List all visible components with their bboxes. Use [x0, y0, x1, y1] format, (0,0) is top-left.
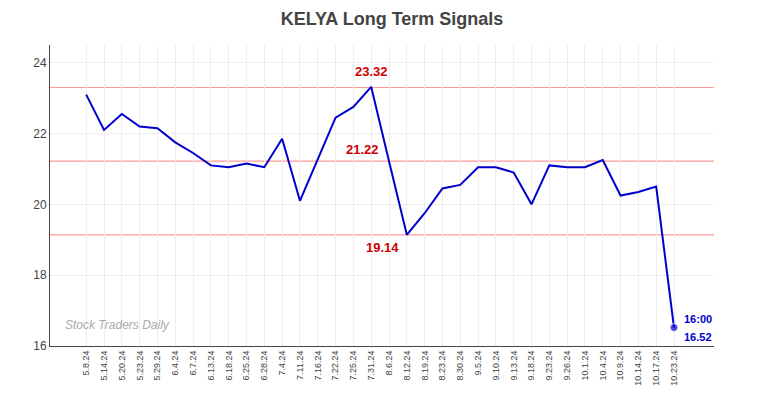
- svg-text:24: 24: [33, 56, 47, 70]
- svg-text:5.14.24: 5.14.24: [99, 351, 109, 381]
- svg-text:21.22: 21.22: [346, 142, 379, 157]
- svg-text:16.52: 16.52: [684, 331, 712, 343]
- svg-text:10.14.24: 10.14.24: [633, 351, 643, 386]
- svg-text:8.23.24: 8.23.24: [437, 351, 447, 381]
- svg-text:23.32: 23.32: [355, 64, 388, 79]
- svg-text:10.23.24: 10.23.24: [669, 351, 679, 386]
- svg-text:6.4.24: 6.4.24: [170, 351, 180, 376]
- svg-text:7.11.24: 7.11.24: [295, 351, 305, 380]
- svg-text:6.13.24: 6.13.24: [206, 351, 216, 381]
- svg-text:6.25.24: 6.25.24: [241, 351, 251, 381]
- svg-text:10.9.24: 10.9.24: [615, 351, 625, 381]
- svg-text:9.10.24: 9.10.24: [491, 351, 501, 381]
- svg-text:7.16.24: 7.16.24: [313, 351, 323, 381]
- svg-text:8.6.24: 8.6.24: [384, 351, 394, 376]
- svg-text:8.19.24: 8.19.24: [420, 351, 430, 381]
- svg-text:6.7.24: 6.7.24: [188, 351, 198, 376]
- svg-text:7.25.24: 7.25.24: [348, 351, 358, 381]
- svg-text:9.23.24: 9.23.24: [544, 351, 554, 381]
- svg-text:10.1.24: 10.1.24: [580, 351, 590, 381]
- svg-text:20: 20: [33, 198, 47, 212]
- svg-text:8.12.24: 8.12.24: [402, 351, 412, 381]
- svg-text:5.29.24: 5.29.24: [152, 351, 162, 381]
- svg-text:19.14: 19.14: [366, 240, 399, 255]
- svg-text:5.20.24: 5.20.24: [117, 351, 127, 381]
- svg-text:7.4.24: 7.4.24: [277, 351, 287, 376]
- svg-text:18: 18: [33, 268, 47, 282]
- svg-text:22: 22: [33, 127, 47, 141]
- svg-text:9.18.24: 9.18.24: [526, 351, 536, 381]
- svg-text:9.5.24: 9.5.24: [473, 351, 483, 376]
- svg-text:7.22.24: 7.22.24: [330, 351, 340, 381]
- svg-text:6.28.24: 6.28.24: [259, 351, 269, 381]
- svg-text:5.23.24: 5.23.24: [135, 351, 145, 381]
- svg-text:9.26.24: 9.26.24: [562, 351, 572, 381]
- svg-text:8.30.24: 8.30.24: [455, 351, 465, 381]
- svg-text:KELYA Long Term Signals: KELYA Long Term Signals: [281, 9, 504, 29]
- svg-text:Stock Traders Daily: Stock Traders Daily: [65, 318, 170, 332]
- svg-text:9.13.24: 9.13.24: [509, 351, 519, 381]
- svg-text:6.18.24: 6.18.24: [224, 351, 234, 381]
- svg-text:10.4.24: 10.4.24: [598, 351, 608, 381]
- svg-text:5.8.24: 5.8.24: [81, 351, 91, 376]
- svg-text:16:00: 16:00: [684, 313, 712, 325]
- svg-text:7.31.24: 7.31.24: [366, 351, 376, 381]
- svg-text:16: 16: [33, 339, 47, 353]
- svg-text:10.17.24: 10.17.24: [651, 351, 661, 386]
